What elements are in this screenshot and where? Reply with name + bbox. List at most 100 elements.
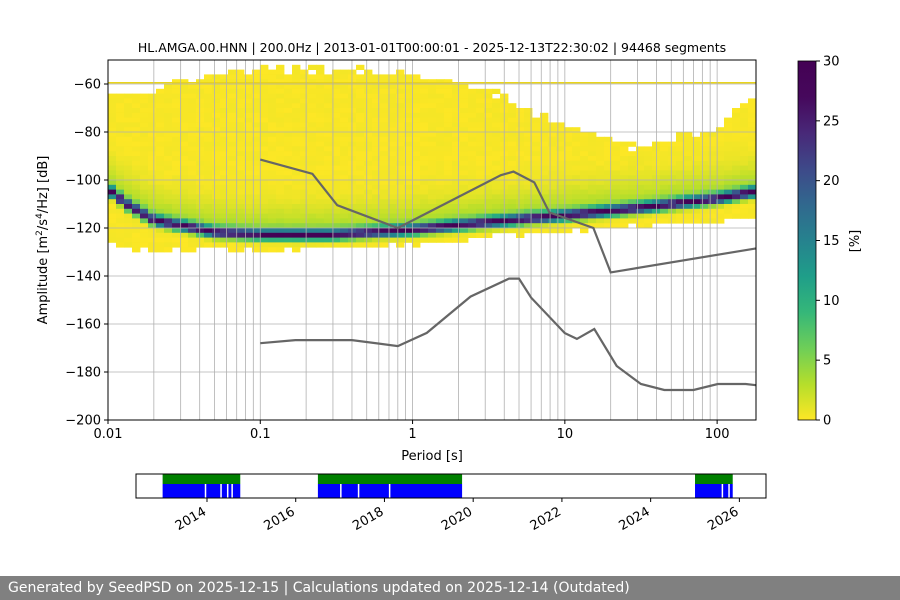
heatmap-cell [316,136,325,142]
heatmap-cell [588,165,597,171]
heatmap-cell [596,180,605,186]
heatmap-cell [548,218,557,224]
heatmap-cell [556,223,565,229]
heatmap-cell [572,213,581,219]
heatmap-cell [252,69,261,75]
heatmap-cell [180,232,189,238]
heatmap-cell [188,180,197,186]
heatmap-cell [468,208,477,214]
heatmap-cell [228,136,237,142]
heatmap-cell [276,194,285,200]
heatmap-cell [228,199,237,205]
heatmap-cell [244,93,253,99]
heatmap-cell [148,108,157,114]
heatmap-cell [692,213,701,219]
heatmap-cell [580,194,589,200]
heatmap-cell [116,242,125,248]
heatmap-cell [548,175,557,181]
heatmap-cell [244,170,253,176]
heatmap-cell [444,103,453,109]
heatmap-cell [484,98,493,104]
heatmap-cell [468,127,477,133]
heatmap-cell [596,194,605,200]
heatmap-cell [292,136,301,142]
heatmap-cell [748,208,757,214]
heatmap-cell [252,93,261,99]
heatmap-cell [268,175,277,181]
heatmap-cell [468,194,477,200]
heatmap-cell [292,180,301,186]
heatmap-cell [668,194,677,200]
heatmap-cell [372,165,381,171]
heatmap-cell [148,213,157,219]
heatmap-cell [516,175,525,181]
heatmap-cell [372,175,381,181]
heatmap-cell [748,132,757,138]
heatmap-cell [156,247,165,253]
heatmap-cell [236,189,245,195]
heatmap-cell [140,213,149,219]
heatmap-cell [556,218,565,224]
heatmap-cell [260,141,269,147]
heatmap-cell [308,88,317,94]
heatmap-cell [124,218,133,224]
heatmap-cell [260,160,269,166]
heatmap-cell [380,194,389,200]
heatmap-cell [484,117,493,123]
heatmap-cell [220,93,229,99]
heatmap-cell [324,208,333,214]
heatmap-cell [324,108,333,114]
heatmap-cell [164,136,173,142]
heatmap-cell [660,194,669,200]
heatmap-cell [324,223,333,229]
heatmap-cell [252,199,261,205]
heatmap-cell [700,194,709,200]
heatmap-cell [556,122,565,128]
heatmap-cell [228,117,237,123]
heatmap-cell [316,237,325,243]
heatmap-cell [428,141,437,147]
heatmap-cell [164,170,173,176]
heatmap-cell [428,122,437,128]
heatmap-cell [676,180,685,186]
heatmap-cell [124,98,133,104]
heatmap-cell [196,199,205,205]
heatmap-cell [404,103,413,109]
heatmap-cell [220,175,229,181]
heatmap-cell [364,170,373,176]
heatmap-cell [300,228,309,234]
heatmap-cell [420,165,429,171]
heatmap-cell [332,112,341,118]
heatmap-cell [268,112,277,118]
heatmap-cell [356,122,365,128]
heatmap-cell [236,237,245,243]
heatmap-cell [676,208,685,214]
heatmap-cell [388,127,397,133]
heatmap-cell [380,199,389,205]
heatmap-cell [620,223,629,229]
heatmap-cell [436,93,445,99]
heatmap-cell [540,156,549,162]
heatmap-cell [492,112,501,118]
heatmap-cell [460,122,469,128]
heatmap-cell [540,228,549,234]
heatmap-cell [708,146,717,152]
heatmap-cell [748,189,757,195]
heatmap-cell [748,108,757,114]
heatmap-cell [732,146,741,152]
heatmap-cell [428,160,437,166]
heatmap-cell [444,204,453,210]
heatmap-cell [116,103,125,109]
heatmap-cell [332,180,341,186]
heatmap-cell [724,208,733,214]
heatmap-cell [372,79,381,85]
heatmap-cell [260,146,269,152]
heatmap-cell [540,122,549,128]
heatmap-cell [460,146,469,152]
x-axis-ticks: 0.01 0.1 1 10 100 [94,420,730,442]
heatmap-cell [660,165,669,171]
heatmap-cell [476,184,485,190]
heatmap-cell [140,184,149,190]
heatmap-cell [484,189,493,195]
heatmap-cell [532,204,541,210]
